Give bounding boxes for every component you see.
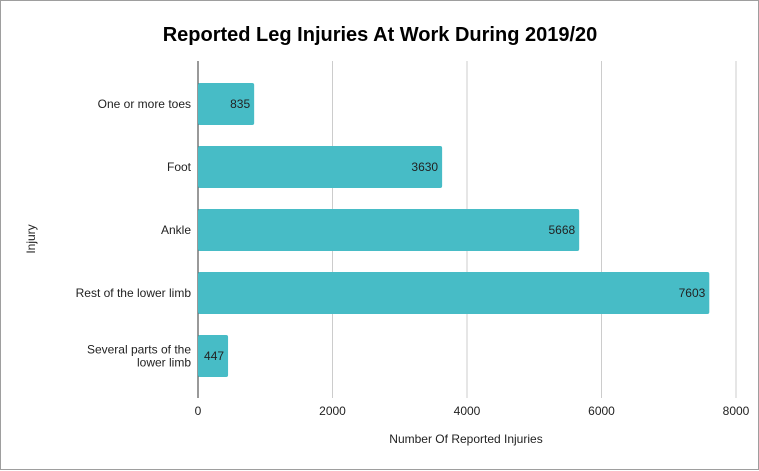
data-label-1: 3630 — [411, 160, 438, 174]
bar-0 — [198, 83, 255, 125]
x-tick-label-6000: 6000 — [588, 404, 615, 418]
bar-2 — [198, 209, 580, 251]
x-tick-label-0: 0 — [195, 404, 202, 418]
category-labels: One or more toes Foot Ankle Rest of the low… — [76, 97, 192, 370]
x-tick-label-8000: 8000 — [723, 404, 750, 418]
category-label-line: Several parts of the — [87, 343, 191, 357]
category-label-4: Several parts of the lower limb — [87, 343, 191, 370]
bars — [198, 83, 710, 377]
y-axis-title: Injury — [24, 224, 38, 253]
bar-4 — [198, 335, 229, 377]
x-tick-label-2000: 2000 — [319, 404, 346, 418]
bar-1 — [198, 146, 443, 188]
category-label-line: One or more toes — [98, 97, 191, 111]
category-label-3: Rest of the lower limb — [76, 286, 192, 300]
data-label-2: 5668 — [548, 223, 575, 237]
category-label-line: Rest of the lower limb — [76, 286, 192, 300]
category-label-line: lower limb — [137, 356, 191, 370]
x-tick-labels: 0 2000 4000 6000 8000 — [195, 404, 750, 418]
chart-title: Reported Leg Injuries At Work During 201… — [163, 24, 598, 46]
data-labels: 835 3630 5668 7603 447 — [204, 97, 706, 363]
x-axis-title: Number Of Reported Injuries — [389, 432, 542, 446]
data-label-3: 7603 — [679, 286, 706, 300]
category-label-1: Foot — [167, 160, 192, 174]
category-label-0: One or more toes — [98, 97, 191, 111]
data-label-0: 835 — [230, 97, 250, 111]
category-label-2: Ankle — [161, 223, 191, 237]
category-label-line: Foot — [167, 160, 192, 174]
x-tick-label-4000: 4000 — [454, 404, 481, 418]
category-label-line: Ankle — [161, 223, 191, 237]
data-label-4: 447 — [204, 349, 224, 363]
bar-3 — [198, 272, 710, 314]
